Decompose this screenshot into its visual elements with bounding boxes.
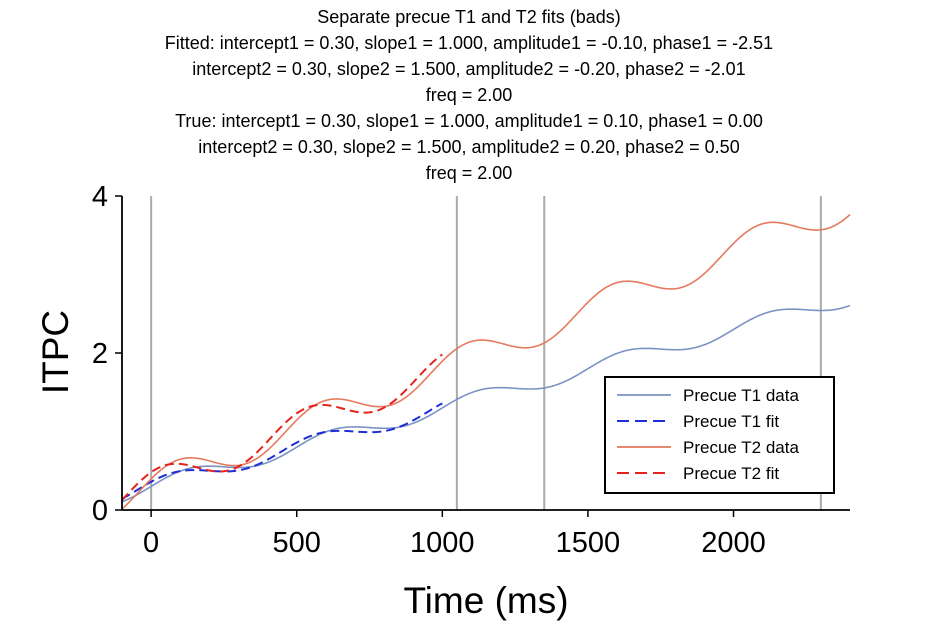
legend-label: Precue T1 fit — [683, 412, 779, 431]
chart-title-block: Separate precue T1 and T2 fits (bads) Fi… — [0, 4, 938, 186]
legend-label: Precue T2 data — [683, 438, 799, 457]
chart-subtitle-line: intercept2 = 0.30, slope2 = 1.500, ampli… — [198, 137, 740, 157]
axes: 0 500 1000 1500 2000 0 2 4 — [92, 181, 850, 559]
legend-label: Precue T1 data — [683, 386, 799, 405]
x-tick-label: 1000 — [410, 527, 475, 559]
chart-subtitle-line: freq = 2.00 — [425, 163, 513, 183]
series-line — [121, 214, 851, 510]
legend: Precue T1 data Precue T1 fit Precue T2 dat… — [604, 376, 835, 494]
chart-subtitle-line: Fitted: intercept1 = 0.30, slope1 = 1.00… — [164, 33, 774, 53]
x-tick-label: 0 — [143, 527, 159, 559]
series-line — [121, 402, 443, 500]
chart-subtitle-line: True: intercept1 = 0.30, slope1 = 1.000,… — [175, 111, 763, 131]
y-tick-label: 0 — [92, 495, 108, 527]
y-tick-label: 4 — [92, 181, 108, 213]
x-tick-label: 1500 — [556, 527, 621, 559]
series-line — [121, 304, 851, 503]
legend-label: Precue T2 fit — [683, 464, 779, 483]
y-axis-label: ITPC — [35, 310, 76, 394]
x-tick-label: 2000 — [701, 527, 766, 559]
x-axis-label: Time (ms) — [403, 580, 568, 621]
series-layer — [121, 214, 851, 510]
x-tick-label: 500 — [273, 527, 321, 559]
chart-subtitle-line: freq = 2.00 — [425, 85, 513, 105]
y-tick-label: 2 — [92, 338, 108, 370]
chart-title: Separate precue T1 and T2 fits (bads) — [317, 7, 621, 27]
chart-subtitle-line: intercept2 = 0.30, slope2 = 1.500, ampli… — [192, 59, 746, 79]
